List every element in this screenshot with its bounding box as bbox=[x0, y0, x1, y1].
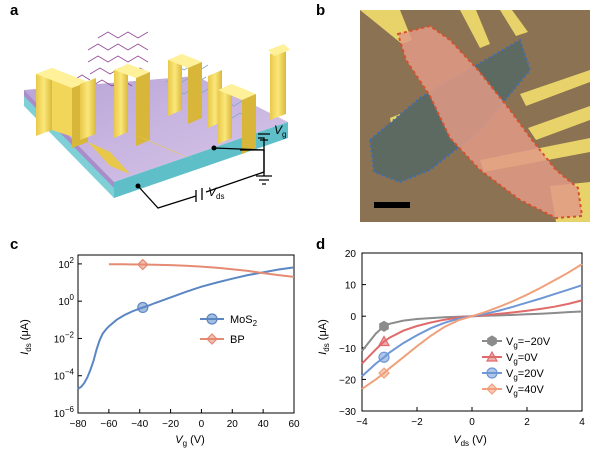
c-xtick-label: 60 bbox=[288, 419, 300, 430]
c-legend-marker-0 bbox=[206, 313, 218, 325]
panel-label-b: b bbox=[316, 2, 326, 19]
d-plot-frame bbox=[361, 252, 583, 412]
d-series-line-2 bbox=[361, 284, 583, 377]
d-ytick-label: 10 bbox=[345, 281, 357, 292]
d-legend-label-1: Vg=0V bbox=[506, 352, 538, 366]
circuit-wires bbox=[137, 133, 272, 209]
d-legend-label-3: Vg=40V bbox=[506, 384, 544, 398]
c-series-line-0 bbox=[77, 266, 295, 390]
d-series-marker-2 bbox=[378, 351, 390, 363]
c-ytick-label: 10−4 bbox=[54, 368, 75, 383]
d-xtick-label: 0 bbox=[469, 417, 475, 428]
d-xlabel: Vds (V) bbox=[453, 434, 487, 448]
d-ytick-label: 20 bbox=[345, 249, 357, 260]
c-ytick-label: 10−2 bbox=[54, 330, 75, 345]
c-series-line-1 bbox=[108, 263, 295, 278]
contact-dot-source bbox=[135, 183, 141, 189]
d-legend-label-0: Vg=−20V bbox=[506, 336, 551, 350]
d-series-marker-1 bbox=[377, 335, 391, 347]
d-xtick-label: −4 bbox=[356, 417, 368, 428]
c-series-marker-1 bbox=[136, 258, 149, 271]
c-legend-marker-1 bbox=[206, 333, 218, 345]
label-vg: Vg bbox=[274, 123, 286, 139]
d-series-marker-3 bbox=[378, 367, 390, 379]
d-legend-marker-2 bbox=[486, 367, 498, 379]
device-schematic: Vg Vds bbox=[24, 31, 290, 209]
c-series-marker-0 bbox=[137, 301, 149, 314]
c-xtick-label: −60 bbox=[100, 419, 117, 430]
c-ytick-label: 100 bbox=[58, 293, 74, 308]
chart-c: −80 −60 −40 −20 0 20 40 60 102 100 10−2 10−4 10−6 Mo… bbox=[19, 254, 300, 448]
scale-bar bbox=[374, 202, 410, 208]
c-ytick-label: 10−6 bbox=[54, 405, 75, 420]
c-legend-label-0: MoS2 bbox=[230, 314, 258, 328]
d-series-line-1 bbox=[361, 299, 583, 365]
d-legend-marker-0 bbox=[487, 335, 497, 347]
c-xtick-label: 20 bbox=[227, 419, 239, 430]
mos2-flake bbox=[396, 24, 584, 220]
d-series-marker-0 bbox=[379, 320, 389, 332]
c-xtick-label: −40 bbox=[131, 419, 148, 430]
d-legend-marker-3 bbox=[486, 383, 498, 395]
optical-micrograph bbox=[360, 10, 590, 222]
c-legend-label-1: BP bbox=[230, 334, 245, 346]
c-xlabel: Vg (V) bbox=[175, 434, 205, 448]
c-xtick-label: −80 bbox=[70, 419, 87, 430]
d-ytick-label: −30 bbox=[339, 407, 356, 418]
c-xtick-label: 0 bbox=[199, 419, 205, 430]
c-ytick-label: 102 bbox=[58, 256, 74, 271]
d-ytick-label: −20 bbox=[339, 375, 356, 386]
d-legend-label-2: Vg=20V bbox=[506, 368, 544, 382]
gold-electrodes bbox=[36, 44, 290, 174]
panel-label-d: d bbox=[316, 236, 326, 253]
d-xtick-label: 4 bbox=[579, 417, 585, 428]
d-ytick-label: −10 bbox=[339, 344, 356, 355]
d-legend-marker-1 bbox=[485, 350, 499, 362]
c-xtick-label: −20 bbox=[162, 419, 179, 430]
d-series-line-3 bbox=[361, 263, 583, 390]
panel-label-a: a bbox=[10, 2, 19, 19]
c-plot-frame bbox=[77, 254, 295, 414]
c-xtick-label: 40 bbox=[258, 419, 270, 430]
d-ytick-label: 0 bbox=[350, 312, 356, 323]
c-ylabel: Ids (μA) bbox=[19, 319, 33, 355]
d-ylabel: Ids (μA) bbox=[317, 319, 331, 355]
panel-label-c: c bbox=[10, 236, 19, 253]
d-xtick-label: −2 bbox=[411, 417, 423, 428]
d-xtick-label: 2 bbox=[524, 417, 530, 428]
label-vds: Vds bbox=[208, 185, 224, 201]
contact-dot-gate bbox=[211, 145, 217, 151]
